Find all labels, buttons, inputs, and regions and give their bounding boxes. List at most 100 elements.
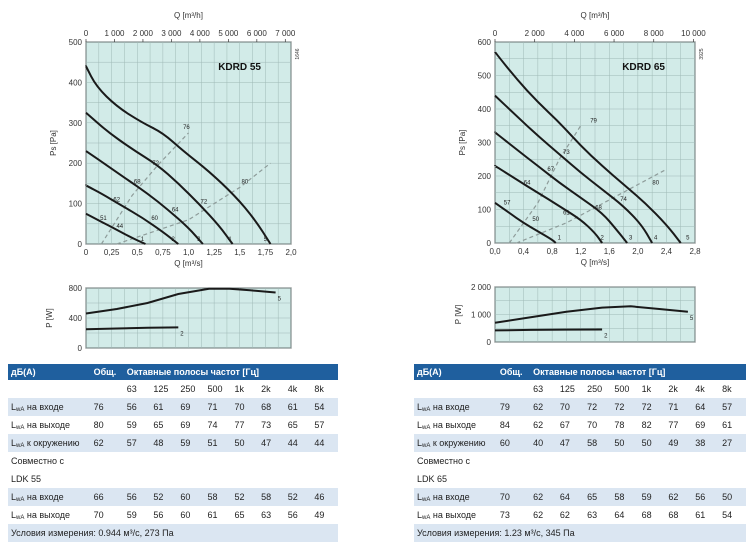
band-value: 51	[204, 434, 232, 452]
band-value: 27	[719, 434, 746, 452]
band-value: 68	[638, 506, 666, 524]
band-value: 78	[611, 416, 639, 434]
subscript: wA	[422, 514, 431, 521]
power-curve-2	[494, 328, 603, 332]
total-value: 76	[90, 398, 124, 416]
measurement-conditions: Условия измерения: 1.23 м³/с, 345 Па	[414, 524, 746, 542]
compat-line: Совместно с	[414, 452, 746, 470]
frequency-label: 125	[556, 380, 585, 398]
power-curve-label: 5	[278, 297, 282, 303]
band-value: 44	[311, 434, 338, 452]
subscript: wA	[422, 442, 431, 449]
top-tick-label: 2 000	[525, 29, 546, 38]
band-value: 62	[530, 416, 557, 434]
band-value: 58	[258, 488, 285, 506]
subscript: wA	[422, 406, 431, 413]
power-axis-label: P [W]	[454, 305, 463, 324]
band-value: 60	[177, 488, 205, 506]
curve-annotation: 50	[532, 217, 539, 223]
subscript: wA	[16, 496, 25, 503]
y-tick-label: 300	[478, 139, 492, 148]
power-y-tick-label: 800	[69, 284, 83, 293]
subscript: wA	[16, 442, 25, 449]
y-tick-label: 400	[478, 105, 492, 114]
band-value: 61	[150, 398, 178, 416]
y-tick-label: 500	[69, 38, 83, 47]
empty-cell	[414, 380, 497, 398]
fan-curve-5	[85, 65, 272, 245]
frequency-label: 4k	[284, 380, 312, 398]
band-value: 70	[584, 416, 612, 434]
efficiency-curve	[116, 162, 271, 245]
y-axis-label: Ps [Pa]	[49, 130, 58, 156]
band-value: 50	[611, 434, 639, 452]
subscript: wA	[422, 496, 431, 503]
x-tick-label: 0,25	[104, 248, 120, 257]
frequency-label: 1k	[231, 380, 259, 398]
x-tick-label: 1,25	[206, 248, 222, 257]
figure-code: 3925	[699, 48, 705, 59]
top-axis-label: Q [m³/h]	[581, 11, 610, 20]
curve-annotation: 2	[171, 237, 175, 243]
band-value: 77	[665, 416, 693, 434]
x-tick-label: 0,5	[132, 248, 144, 257]
band-value: 59	[177, 434, 205, 452]
power-curve-5	[494, 305, 688, 324]
frequency-label: 125	[150, 380, 178, 398]
band-value: 65	[584, 488, 612, 506]
band-value: 59	[123, 506, 151, 524]
row-label: LwA на выходе	[8, 506, 91, 524]
curve-annotation: 60	[151, 216, 158, 222]
top-tick-label: 4 000	[190, 29, 211, 38]
frequency-label: 8k	[311, 380, 338, 398]
band-value: 64	[611, 506, 639, 524]
curve-annotation: 72	[152, 161, 159, 167]
top-tick-label: 0	[84, 29, 89, 38]
table-header-unit: дБ(A)	[414, 364, 497, 380]
x-tick-label: 1,2	[575, 247, 587, 256]
band-value: 57	[123, 434, 151, 452]
y-tick-label: 100	[69, 200, 83, 209]
curve-annotation: 1	[558, 236, 562, 242]
x-tick-label: 0,8	[547, 247, 559, 256]
band-value: 64	[692, 398, 720, 416]
band-value: 57	[311, 416, 338, 434]
top-axis-label: Q [m³/h]	[174, 11, 203, 20]
band-value: 69	[177, 398, 205, 416]
x-tick-label: 2,0	[285, 248, 297, 257]
efficiency-curve	[100, 132, 189, 245]
band-value: 49	[311, 506, 338, 524]
band-value: 61	[692, 506, 720, 524]
curve-annotation: 76	[183, 125, 190, 131]
row-label: LwA на входе	[8, 398, 91, 416]
curve-annotation: 73	[563, 150, 570, 156]
row-label: LwA на выходе	[414, 416, 497, 434]
y-tick-label: 0	[487, 239, 492, 248]
band-value: 58	[204, 488, 232, 506]
x-axis-label: Q [m³/s]	[581, 258, 609, 267]
total-value: 70	[90, 506, 124, 524]
frequency-label: 1k	[638, 380, 666, 398]
curve-annotation: 62	[113, 198, 120, 204]
band-value: 49	[665, 434, 693, 452]
curve-annotation: 3	[197, 237, 201, 243]
band-value: 47	[556, 434, 585, 452]
power-curve-5	[85, 287, 276, 315]
frequency-label: 250	[177, 380, 205, 398]
total-value: 84	[496, 416, 531, 434]
empty-cell	[90, 380, 124, 398]
curve-annotation: 3	[629, 236, 633, 242]
x-tick-label: 0	[84, 248, 89, 257]
power-curve-label: 2	[604, 333, 608, 339]
frequency-label: 2k	[665, 380, 693, 398]
top-tick-label: 6 000	[604, 29, 625, 38]
band-value: 50	[231, 434, 259, 452]
total-value: 73	[496, 506, 531, 524]
table-header-unit: дБ(A)	[8, 364, 91, 380]
band-value: 69	[177, 416, 205, 434]
x-tick-label: 1,6	[604, 247, 616, 256]
total-value: 62	[90, 434, 124, 452]
top-tick-label: 0	[493, 29, 498, 38]
top-tick-label: 6 000	[247, 29, 268, 38]
x-tick-label: 1,75	[258, 248, 274, 257]
